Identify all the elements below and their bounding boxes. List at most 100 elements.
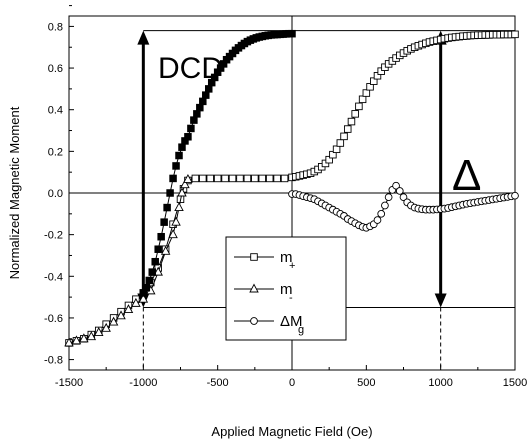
data-point — [151, 257, 159, 266]
data-point — [199, 97, 207, 106]
legend-label-subscript: + — [289, 260, 295, 272]
data-point — [86, 331, 97, 341]
data-point — [79, 333, 89, 343]
data-point — [193, 110, 201, 118]
legend-marker — [250, 253, 258, 261]
data-point — [116, 310, 126, 320]
data-point — [206, 174, 214, 183]
series-m- — [64, 174, 193, 347]
x-tick-label: 1500 — [503, 377, 527, 389]
x-tick-label: -500 — [207, 377, 229, 389]
data-point — [511, 191, 519, 200]
data-point — [175, 151, 183, 160]
data-point — [168, 229, 178, 239]
y-tick-label: -0.2 — [44, 230, 63, 242]
data-point — [202, 91, 210, 99]
x-tick-label: -1000 — [129, 377, 157, 389]
data-point — [196, 103, 204, 112]
legend-marker — [249, 283, 259, 293]
y-axis-title: Normalized Magnetic Moment — [7, 106, 22, 279]
data-point — [142, 283, 151, 292]
data-point — [177, 187, 187, 197]
data-point — [347, 117, 356, 126]
data-point — [131, 297, 141, 307]
legend-label: m — [280, 281, 293, 298]
legend-label-subscript: - — [289, 292, 293, 304]
legend-marker — [250, 317, 258, 325]
data-point — [171, 216, 181, 226]
data-point — [160, 245, 171, 255]
data-point — [399, 193, 408, 202]
series-unlabeled-3 — [139, 29, 296, 297]
data-point — [213, 174, 222, 183]
data-point — [71, 335, 82, 345]
y-tick-label: 0.6 — [48, 63, 63, 75]
data-point — [64, 337, 74, 347]
y-tick-label: 0.8 — [48, 21, 63, 33]
legend-label: m — [280, 249, 293, 266]
data-point — [145, 276, 154, 285]
data-point — [358, 95, 367, 104]
data-point — [183, 174, 193, 183]
y-tick-label: 0.2 — [48, 146, 63, 158]
data-point — [373, 216, 382, 224]
series-m+ — [65, 30, 519, 347]
data-point — [340, 132, 348, 141]
data-point — [273, 174, 281, 183]
data-point — [166, 189, 174, 197]
data-point — [344, 125, 352, 133]
data-point — [351, 110, 359, 118]
dcd-label: DCD — [158, 52, 223, 85]
x-tick-label: -1500 — [55, 377, 83, 389]
dcd-arrow-head-up — [137, 30, 150, 45]
delta-label: Δ — [452, 151, 481, 200]
y-tick-label: 0.4 — [48, 105, 63, 117]
y-tick-label: -0.6 — [44, 313, 63, 325]
data-point — [154, 245, 162, 253]
data-point — [108, 316, 119, 326]
legend-label: ΔM — [280, 313, 303, 330]
data-point — [169, 174, 177, 183]
data-point — [243, 174, 252, 183]
data-point — [172, 162, 180, 170]
data-point — [332, 145, 341, 154]
data-point — [101, 322, 111, 332]
data-point — [163, 203, 171, 212]
data-point — [395, 187, 404, 195]
y-tick-label: -0.8 — [44, 355, 63, 367]
data-point — [184, 133, 192, 141]
data-point — [265, 174, 274, 183]
data-point — [199, 174, 207, 183]
data-point — [228, 174, 237, 183]
data-point — [362, 89, 371, 97]
data-point — [381, 201, 389, 210]
series-layer — [64, 29, 519, 347]
data-point — [157, 232, 165, 241]
data-point — [180, 179, 190, 189]
y-tick-label: 0.0 — [48, 188, 63, 200]
y-tick-label: -0.4 — [44, 271, 63, 283]
annotations: DCD Δ — [158, 52, 481, 200]
x-axis-title: Applied Magnetic Field (Oe) — [211, 424, 372, 439]
data-point — [251, 174, 259, 183]
data-point — [123, 304, 134, 314]
data-point — [336, 139, 345, 147]
data-point — [174, 202, 184, 212]
series-ΔMg — [288, 181, 519, 232]
data-point — [392, 181, 400, 190]
data-point — [153, 266, 163, 276]
data-point — [138, 293, 149, 303]
data-point — [280, 174, 289, 183]
data-point — [377, 209, 386, 218]
data-point — [511, 30, 519, 39]
data-point — [355, 102, 363, 111]
x-tick-label: 1000 — [428, 377, 452, 389]
data-point — [204, 85, 213, 93]
data-point — [148, 268, 157, 276]
x-tick-label: 0 — [289, 377, 295, 389]
data-point — [384, 193, 393, 202]
data-point — [288, 29, 296, 38]
data-point — [221, 174, 229, 183]
data-point — [187, 124, 195, 133]
data-point — [258, 174, 267, 183]
